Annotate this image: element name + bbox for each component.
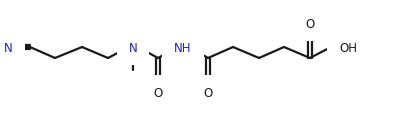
Text: N: N <box>4 41 13 54</box>
Text: O: O <box>203 87 213 100</box>
Text: O: O <box>305 17 315 30</box>
Text: N: N <box>129 41 137 54</box>
Text: O: O <box>153 87 163 100</box>
Text: NH: NH <box>174 41 192 54</box>
Text: OH: OH <box>339 41 357 54</box>
